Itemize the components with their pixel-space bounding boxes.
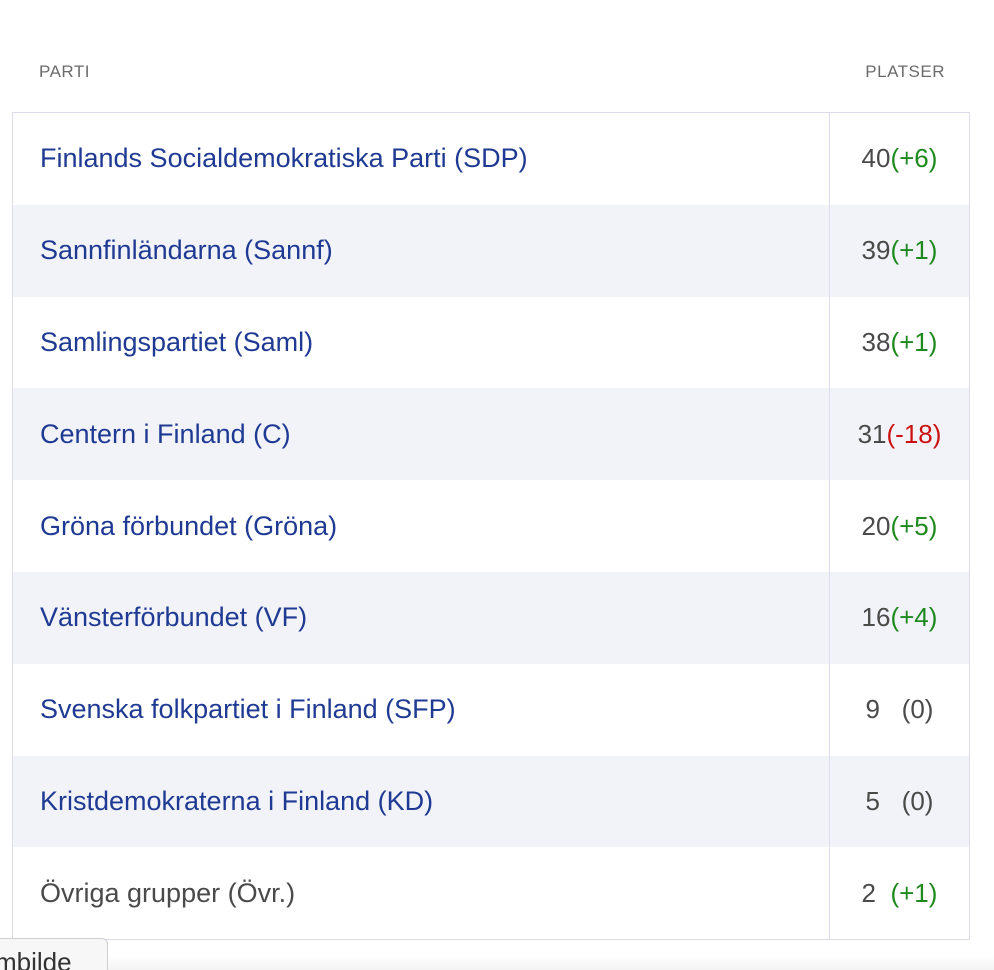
party-link[interactable]: Centern i Finland (C) [40,418,291,449]
seat-count: 38(+1) [830,327,969,358]
seat-number: 31 [857,418,887,449]
seat-number: 16 [861,602,891,633]
seat-number: 38 [861,326,891,357]
seat-number: 39 [861,235,891,266]
party-link[interactable]: Vänsterförbundet (VF) [40,602,308,633]
seat-count: 9 (0) [830,694,969,725]
table-row: Sannfinländarna (Sannf) 39(+1) [13,204,969,297]
table-row: Vänsterförbundet (VF) 16(+4) [13,571,969,664]
column-divider [829,204,830,297]
seat-count: 39(+1) [830,235,969,266]
seat-count: 5 (0) [830,786,969,817]
column-divider [829,480,830,572]
seat-change: (+5) [890,510,938,541]
seat-number: 2 [861,877,877,908]
image-caption-text: mbilde [0,947,72,970]
seats-column-header: PLATSER [865,62,945,81]
bottom-fade [0,955,994,970]
seat-count: 16(+4) [830,602,969,633]
seat-number: 20 [861,510,891,541]
seat-change: (+1) [890,877,938,908]
seat-count: 31(-18) [830,419,969,450]
table-row: Kristdemokraterna i Finland (KD) 5 (0) [13,755,969,848]
column-divider [829,847,830,940]
table-row: Svenska folkpartiet i Finland (SFP) 9 (0… [13,663,969,756]
column-divider [829,571,830,664]
column-divider [829,388,830,481]
column-divider [829,755,830,848]
seat-number: 5 [865,785,880,816]
table-row: Centern i Finland (C) 31(-18) [13,388,969,481]
results-table: Finlands Socialdemokratiska Parti (SDP) … [12,112,970,941]
seat-count: 20(+5) [830,511,969,542]
seat-number: 40 [861,143,891,174]
seat-change: (0) [901,785,934,816]
column-divider [829,113,830,205]
seat-change: (+6) [890,143,938,174]
table-row: Samlingspartiet (Saml) 38(+1) [13,296,969,389]
party-link[interactable]: Gröna förbundet (Gröna) [40,510,338,541]
seat-change: (-18) [886,418,942,449]
table-row: Gröna förbundet (Gröna) 20(+5) [13,480,969,572]
party-link[interactable]: Samlingspartiet (Saml) [40,326,314,357]
seat-change: (+4) [890,602,938,633]
party-link[interactable]: Kristdemokraterna i Finland (KD) [40,785,434,816]
seat-change: (+1) [890,326,938,357]
party-name: Övriga grupper (Övr.) [40,877,296,908]
column-divider [829,663,830,756]
seat-number: 9 [865,694,880,725]
seat-change: (0) [901,694,934,725]
party-link[interactable]: Svenska folkpartiet i Finland (SFP) [40,694,456,725]
table-row: Finlands Socialdemokratiska Parti (SDP) … [13,113,969,205]
table-row: Övriga grupper (Övr.) 2 (+1) [13,847,969,940]
table-header: PARTI PLATSER [0,60,994,86]
party-link[interactable]: Sannfinländarna (Sannf) [40,235,333,266]
seat-count: 40(+6) [830,143,969,174]
column-divider [829,296,830,389]
party-column-header: PARTI [39,62,90,81]
party-link[interactable]: Finlands Socialdemokratiska Parti (SDP) [40,143,528,174]
seat-count: 2 (+1) [830,878,969,909]
seat-change: (+1) [890,235,938,266]
image-caption-tab[interactable]: mbilde [0,938,108,970]
